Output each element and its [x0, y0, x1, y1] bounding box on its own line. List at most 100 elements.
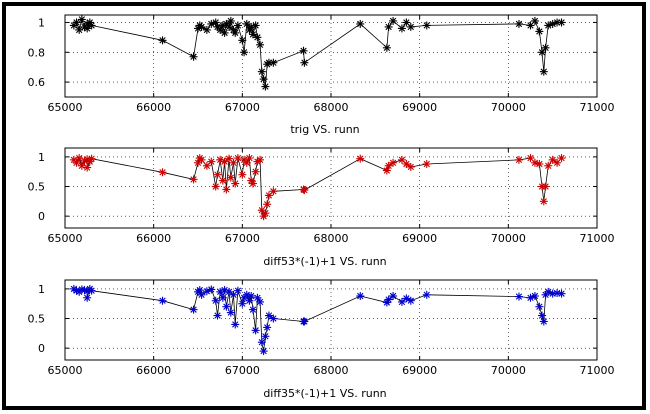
data-point-marker [226, 308, 235, 317]
marker-stroke [190, 53, 197, 60]
data-point-marker [257, 206, 266, 215]
marker-stroke [232, 180, 239, 187]
marker-stroke [243, 20, 250, 28]
data-point-marker [75, 25, 84, 34]
data-point-marker [72, 18, 81, 27]
marker-stroke [531, 17, 539, 25]
chart-panel-trig: 65000 66000 67000 68000 69000 70000 71000 0.6 0.… [28, 14, 615, 114]
data-point-marker [539, 67, 548, 76]
data-point-marker [225, 22, 234, 31]
marker-stroke [263, 201, 271, 208]
marker-stroke [83, 294, 91, 301]
marker-stroke [357, 155, 364, 162]
marker-stroke [232, 321, 239, 328]
marker-stroke [540, 198, 547, 205]
marker-stroke [159, 169, 166, 176]
data-point-marker [197, 155, 206, 164]
data-point-marker [269, 58, 278, 67]
data-point-marker [257, 67, 266, 76]
data-point-marker [406, 162, 415, 171]
data-point-marker [218, 293, 227, 302]
marker-stroke [248, 292, 255, 300]
marker-stroke [258, 339, 266, 346]
data-point-marker [557, 289, 566, 298]
marker-stroke [252, 168, 259, 175]
marker-stroke [75, 154, 83, 162]
data-point-marker [530, 292, 539, 300]
x-tick-label: 69000 [402, 232, 437, 245]
marker-stroke [227, 174, 234, 181]
marker-stroke [232, 29, 239, 37]
marker-stroke [225, 288, 233, 296]
marker-stroke [78, 16, 86, 23]
marker-stroke [234, 154, 242, 162]
data-point-marker [356, 292, 365, 300]
data-point-marker [83, 24, 92, 33]
data-point-marker [256, 297, 265, 306]
marker-stroke [190, 306, 197, 313]
data-point-marker [233, 286, 242, 295]
data-point-marker [211, 182, 220, 191]
data-point-marker [402, 160, 411, 168]
y-tick-label: 0.6 [28, 76, 46, 89]
chart-panel-diff53: 65000 66000 67000 68000 69000 70000 71000 0 0.5 1 [28, 147, 615, 245]
data-point-marker [77, 15, 86, 24]
marker-stroke [407, 23, 414, 31]
marker-stroke [301, 59, 308, 66]
data-point-marker [197, 22, 206, 31]
marker-stroke [249, 180, 257, 187]
data-point-marker [251, 167, 260, 176]
marker-stroke [357, 20, 364, 28]
data-point-marker [189, 175, 198, 184]
y-tick-label: 1 [38, 16, 45, 29]
marker-stroke [407, 163, 414, 171]
marker-stroke [254, 294, 261, 301]
marker-stroke [423, 160, 430, 168]
marker-stroke [403, 160, 410, 168]
marker-stroke [515, 156, 523, 164]
marker-stroke [208, 158, 215, 165]
data-point-marker [384, 22, 393, 31]
data-point-marker [557, 154, 566, 163]
data-point-marker [222, 185, 231, 194]
data-point-marker [422, 290, 431, 299]
x-tick-label: 68000 [314, 364, 349, 377]
data-point-marker [226, 173, 235, 182]
data-point-marker [389, 292, 398, 300]
marker-stroke [536, 303, 543, 310]
x-tick-label: 66000 [136, 232, 171, 245]
marker-stroke [208, 286, 215, 293]
marker-stroke [357, 292, 364, 300]
marker-stroke [223, 186, 230, 193]
data-point-marker [238, 299, 247, 308]
data-point-marker [397, 297, 406, 306]
marker-stroke [221, 158, 228, 165]
marker-stroke [243, 159, 250, 167]
marker-stroke [234, 287, 242, 294]
marker-stroke [216, 156, 224, 164]
data-point-marker [231, 28, 240, 37]
marker-stroke [227, 309, 234, 316]
marker-stroke [73, 159, 80, 167]
marker-stroke [536, 160, 543, 168]
data-point-marker [544, 161, 553, 170]
marker-stroke [219, 294, 227, 301]
data-point-marker [535, 160, 544, 168]
marker-stroke [538, 312, 546, 319]
x-tick-label: 69000 [402, 101, 437, 114]
y-tick-label: 1 [38, 283, 45, 296]
data-point-marker [557, 18, 566, 27]
data-point-marker [406, 22, 415, 31]
data-point-marker [220, 157, 229, 166]
marker-stroke [234, 22, 242, 29]
data-point-marker [261, 82, 270, 91]
data-point-marker [231, 320, 240, 329]
marker-stroke [407, 297, 414, 304]
y-tick-label: 0.5 [28, 181, 46, 194]
data-point-marker [257, 338, 266, 347]
marker-stroke [203, 26, 211, 34]
marker-stroke [256, 41, 264, 49]
data-point-marker [530, 158, 539, 167]
marker-stroke [389, 17, 397, 25]
marker-stroke [196, 286, 203, 294]
